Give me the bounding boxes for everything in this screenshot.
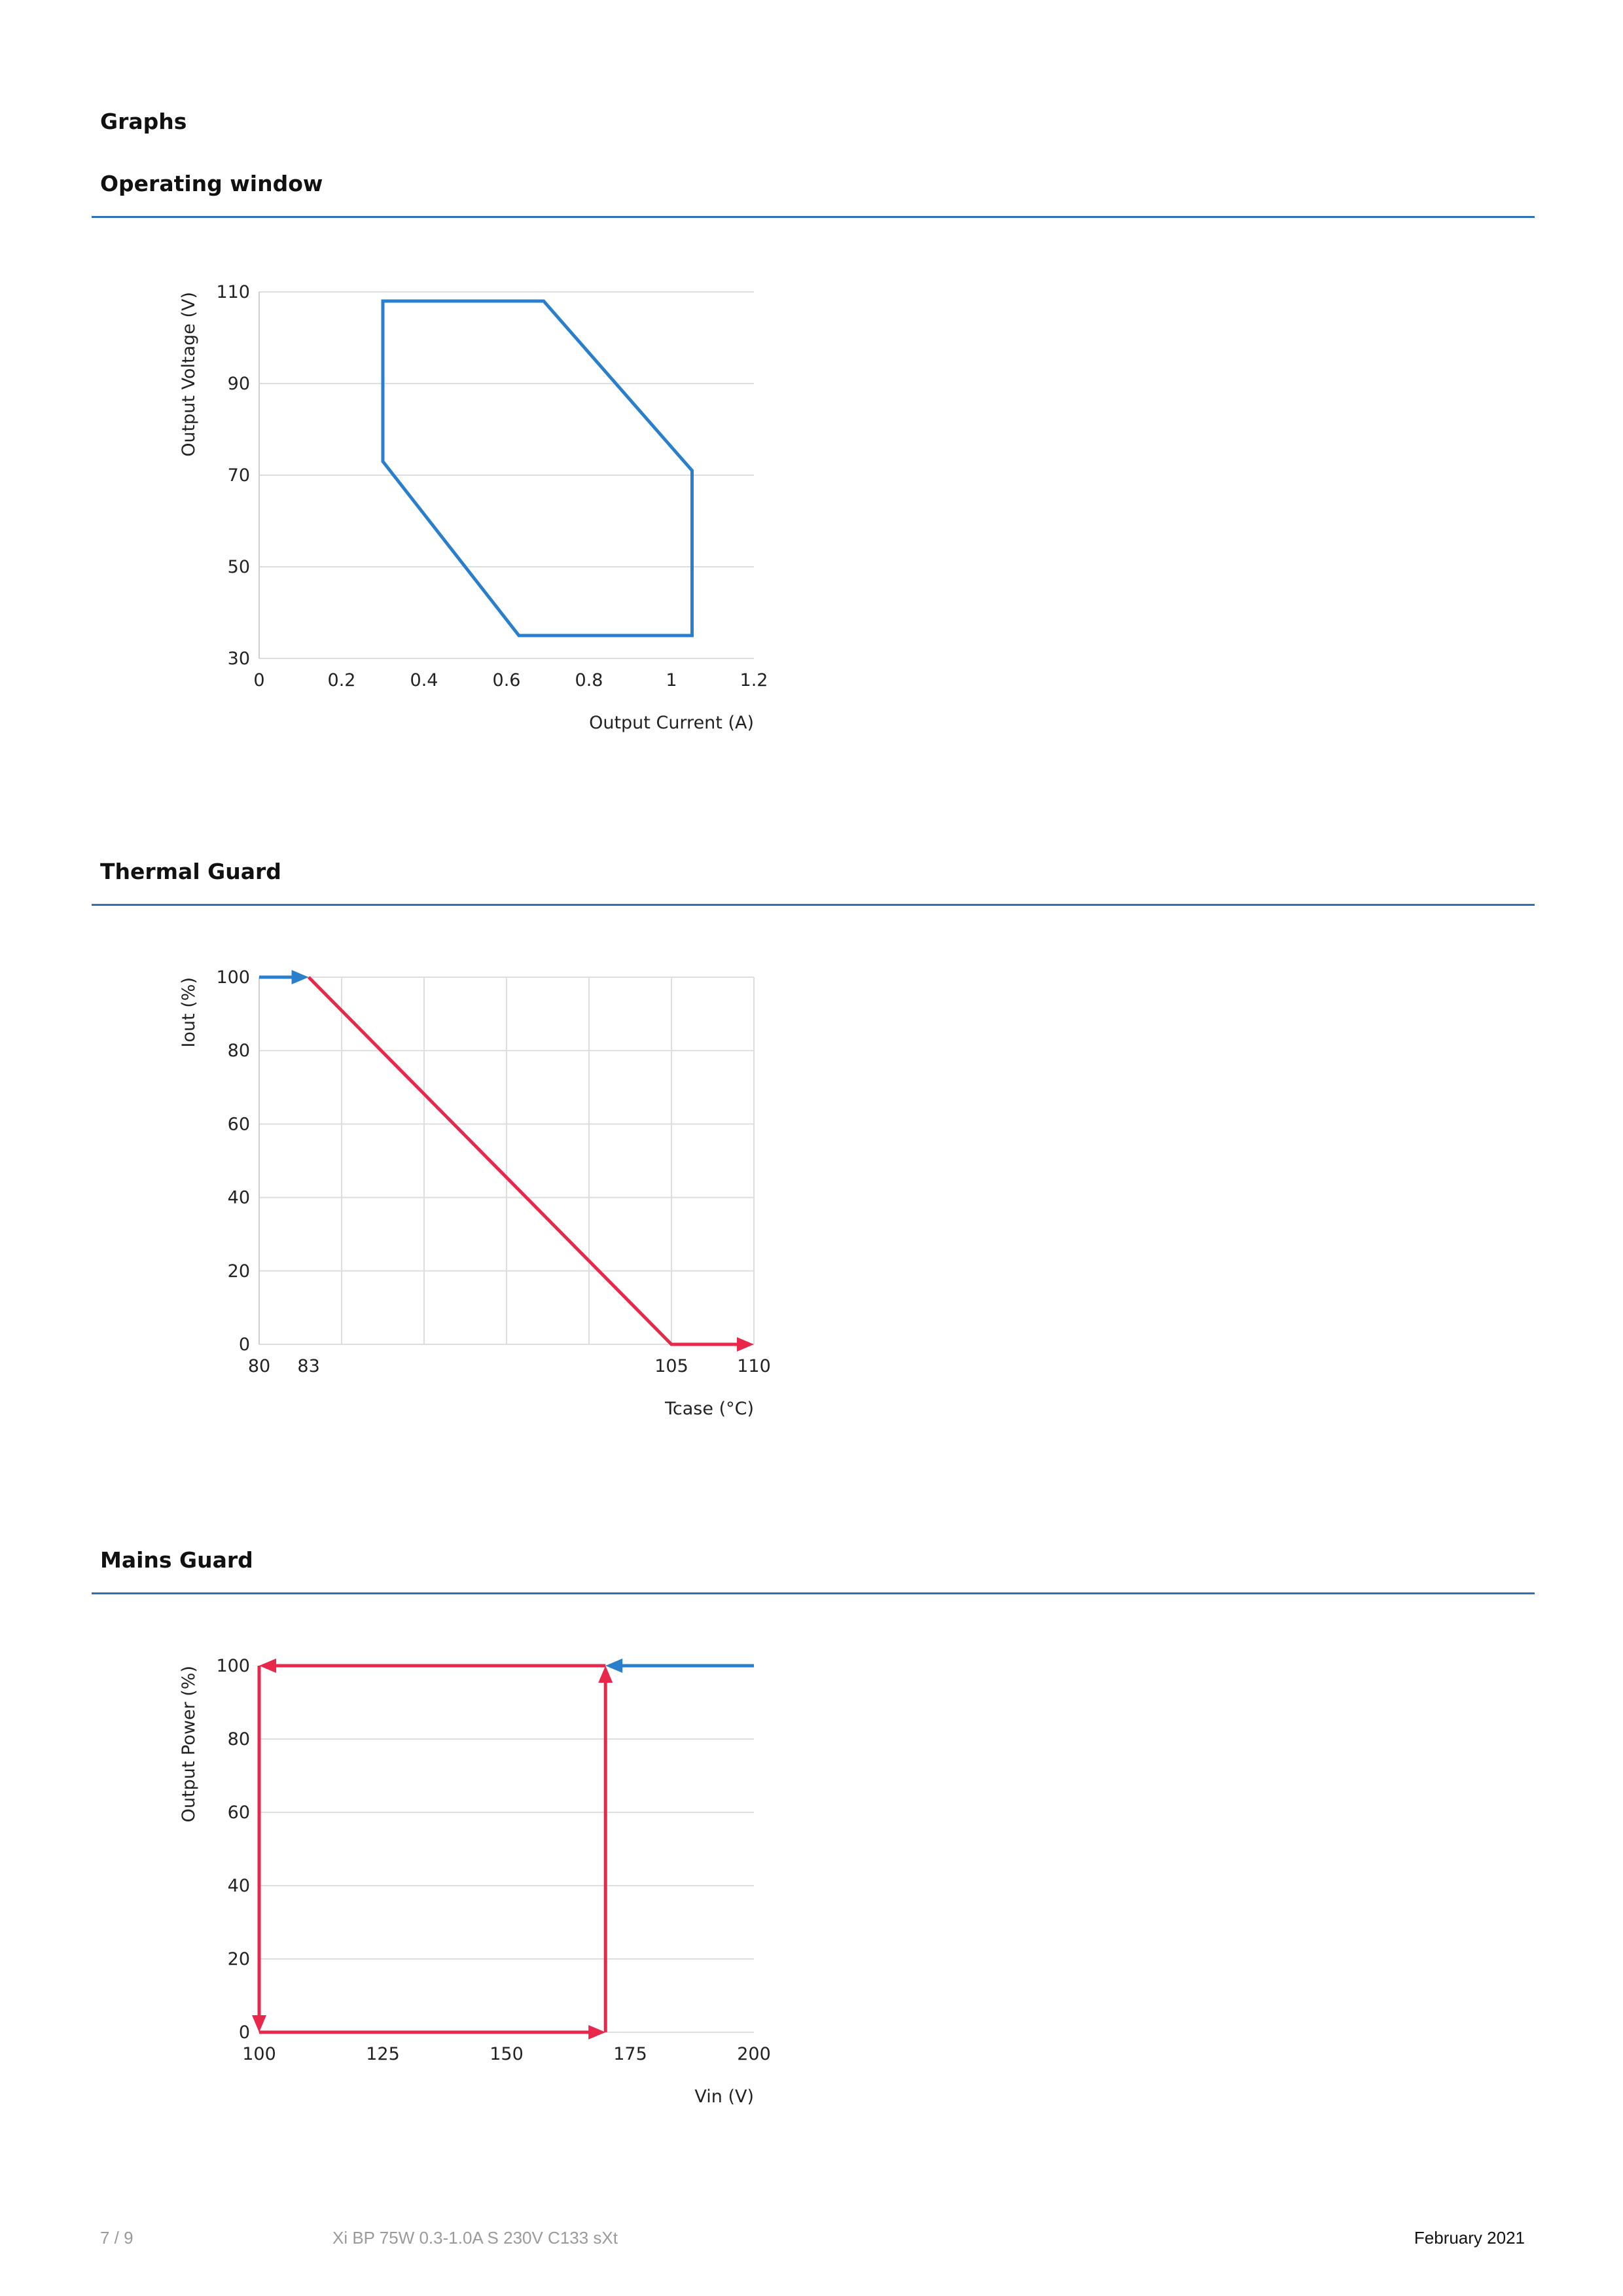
y-axis-label: Iout (%) [179, 977, 199, 1048]
x-tick-label: 1 [666, 670, 677, 691]
x-tick-label: 125 [366, 2044, 400, 2064]
x-tick-label: 110 [737, 1356, 771, 1376]
x-tick-label: 0.8 [575, 670, 603, 691]
x-tick-label: 175 [613, 2044, 647, 2064]
series-arrowhead-4 [598, 1666, 613, 1683]
series-arrowhead-0 [291, 970, 309, 984]
x-tick-label: 83 [297, 1356, 319, 1376]
series-arrowhead-1 [259, 1659, 276, 1673]
x-axis-label: Output Current (A) [589, 713, 754, 733]
series-arrowhead-3 [588, 2025, 606, 2039]
series-arrowhead-2 [252, 2015, 266, 2032]
y-tick-label: 70 [228, 465, 250, 486]
x-tick-label: 1.2 [740, 670, 768, 691]
operating-window-chart: 30 50 70 90 110 0 0.2 0.4 0.6 0.8 1 1.2 Output Curre… [179, 282, 768, 733]
y-tick-label: 60 [228, 1803, 250, 1823]
x-tick-label: 150 [490, 2044, 524, 2064]
footer-date: February 2021 [1414, 2228, 1525, 2248]
y-tick-label: 80 [228, 1729, 250, 1749]
chart-heading-operating-window: Operating window [100, 171, 323, 196]
y-tick-label: 30 [228, 649, 250, 669]
y-tick-label: 100 [216, 1656, 250, 1676]
section-divider [92, 216, 1535, 218]
y-tick-label: 0 [239, 1335, 250, 1355]
y-tick-label: 60 [228, 1114, 250, 1134]
y-tick-label: 20 [228, 1261, 250, 1282]
y-tick-label: 100 [216, 967, 250, 988]
x-tick-label: 200 [737, 2044, 771, 2064]
section-divider [92, 904, 1535, 906]
y-tick-label: 50 [228, 557, 250, 577]
footer-page-number: 7 / 9 [100, 2228, 134, 2248]
series-arrowhead-1 [737, 1337, 754, 1352]
mains-guard-chart: 0 20 40 60 80 100 100 125 150 175 200 Vin (V) Output… [179, 1656, 771, 2107]
y-tick-label: 40 [228, 1876, 250, 1896]
x-axis-label: Vin (V) [694, 2087, 754, 2107]
footer-product-name: Xi BP 75W 0.3-1.0A S 230V C133 sXt [332, 2228, 618, 2248]
series-line-1 [307, 976, 741, 1346]
y-tick-label: 90 [228, 374, 250, 394]
x-tick-label: 0.4 [410, 670, 438, 691]
series-line-0 [381, 299, 694, 637]
x-tick-label: 0.2 [328, 670, 356, 691]
y-tick-label: 20 [228, 1949, 250, 1969]
y-axis-label: Output Power (%) [179, 1666, 199, 1822]
y-tick-label: 40 [228, 1188, 250, 1208]
x-tick-label: 0 [253, 670, 264, 691]
chart-heading-mains-guard: Mains Guard [100, 1547, 253, 1573]
thermal-guard-chart: 0 20 40 60 80 100 80 83 105 110 Tcase (°C) Iout (%) [179, 967, 771, 1419]
y-tick-label: 110 [216, 282, 250, 302]
x-tick-label: 0.6 [493, 670, 521, 691]
chart-heading-thermal-guard: Thermal Guard [100, 859, 281, 884]
x-tick-label: 105 [654, 1356, 688, 1376]
y-axis-label: Output Voltage (V) [179, 292, 199, 457]
section-divider [92, 1592, 1535, 1594]
y-tick-label: 0 [239, 2022, 250, 2043]
section-title: Graphs [100, 109, 187, 134]
x-axis-label: Tcase (°C) [664, 1399, 754, 1419]
y-tick-label: 80 [228, 1041, 250, 1061]
x-tick-label: 80 [248, 1356, 270, 1376]
x-tick-label: 100 [242, 2044, 276, 2064]
series-arrowhead-0 [605, 1659, 623, 1673]
